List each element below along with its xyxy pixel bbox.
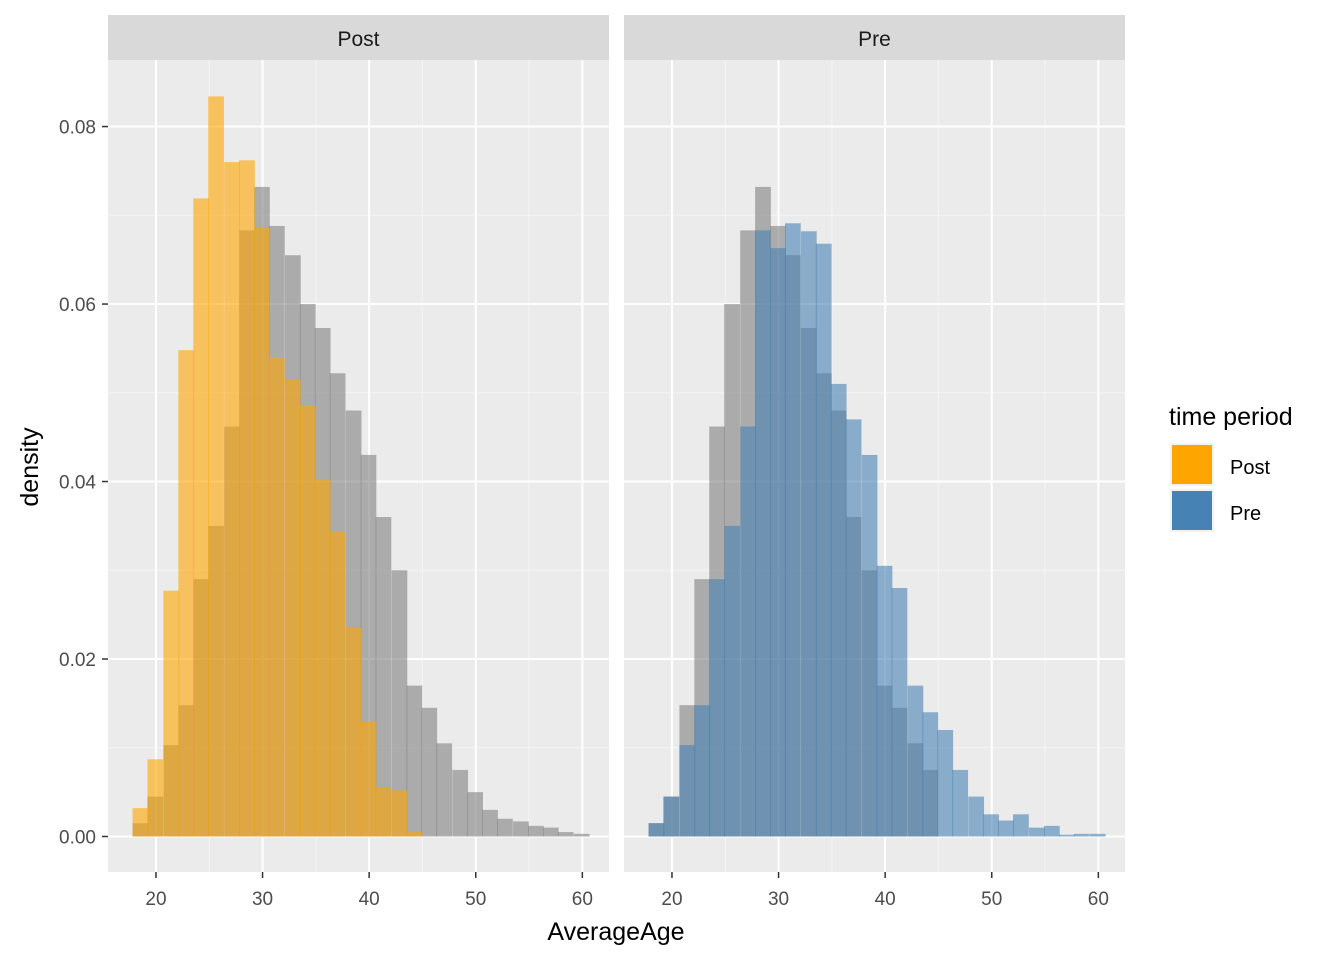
histogram-bar-foreground [968,796,985,837]
panel-pre: Pre 20 30 40 50 60 [624,15,1125,910]
histogram-bar-foreground [147,759,164,837]
legend-label-post: Post [1230,457,1270,479]
x-tick-label: 50 [981,889,1002,910]
y-tick-label: 0.06 [59,295,96,316]
histogram-bar-foreground [193,198,210,837]
histogram-bar-foreground [391,790,408,837]
histogram-bar-background [542,827,559,837]
x-tick-label: 40 [359,889,380,910]
x-tick-label: 60 [1088,889,1109,910]
histogram-bar-foreground [254,227,270,837]
histogram-bar-foreground [724,525,740,837]
histogram-bar-foreground [907,685,924,837]
facet-strip [108,15,609,60]
histogram-bar-foreground [1029,827,1045,837]
facet-strip [624,15,1125,60]
histogram-bar-foreground [1013,814,1029,837]
legend-title: time period [1169,403,1293,431]
histogram-bar-background [406,685,423,837]
histogram-bar-foreground [937,730,954,837]
panel-post: Post 20 30 40 50 60 0.00 0.02 0.04 0.06 0.08 [59,15,609,910]
x-tick-label: 50 [465,889,486,910]
legend-item-pre: Pre [1170,489,1261,532]
histogram-bar-foreground [178,350,195,837]
y-axis-title: density [16,427,44,507]
histogram-bar-foreground [952,769,969,837]
x-tick-label: 30 [252,889,273,910]
histogram-bar-foreground [268,358,285,837]
legend: time period Post Pre [1169,403,1293,532]
histogram-bar-background [497,818,513,837]
histogram-bar-foreground [1089,833,1106,837]
histogram-bar-foreground [1043,825,1060,837]
histogram-bar-foreground [800,231,817,837]
histogram-bar-foreground [299,406,316,837]
histogram-bar-foreground [314,479,331,837]
histogram-bar-background [436,743,453,837]
histogram-bar-background [573,833,590,837]
histogram-bar-foreground [694,705,711,837]
histogram-bar-background [391,570,408,837]
histogram-bar-background [452,769,469,837]
histogram-bar-foreground [861,454,878,837]
x-tick-label: 60 [572,889,593,910]
histogram-bar-foreground [922,712,939,837]
x-tick-label: 30 [768,889,789,910]
histogram-bar-foreground [132,808,149,837]
legend-item-post: Post [1170,443,1270,486]
histogram-bar-foreground [208,96,224,837]
y-tick-label: 0.02 [59,650,96,671]
histogram-bar-foreground [679,745,696,837]
histogram-bar-foreground [755,230,771,837]
histogram-bar-background [467,792,483,837]
histogram-bar-background [375,517,392,837]
x-tick-label: 20 [661,889,682,910]
histogram-bar-foreground [709,579,726,837]
y-tick-label: 0.04 [59,473,96,494]
histogram-bar-background [513,821,529,837]
histogram-bar-background [527,825,544,837]
x-tick-label: 20 [145,889,166,910]
histogram-bar-foreground [345,627,362,837]
histogram-bar-foreground [329,532,346,837]
histogram-bar-foreground [163,590,180,837]
facet-strip-label: Pre [858,28,891,51]
facet-strip-label: Post [337,28,379,51]
histogram-bar-foreground [770,248,786,837]
legend-label-pre: Pre [1230,503,1261,525]
histogram-bar-foreground [830,383,847,837]
histogram-bar-foreground [406,832,423,837]
histogram-bar-foreground [815,243,832,837]
histogram-bar-foreground [360,721,377,837]
histogram-bar-foreground [648,823,665,837]
histogram-bar-background [482,809,498,837]
histogram-bar-foreground [239,160,255,837]
y-tick-label: 0.08 [59,118,96,139]
histogram-bar-foreground [663,796,680,837]
histogram-bar-background [557,832,574,837]
x-tick-label: 40 [875,889,896,910]
histogram-bar-foreground [740,426,756,837]
y-tick-label: 0.00 [59,828,96,849]
histogram-bar-foreground [284,379,301,837]
histogram-bar-foreground [876,565,893,837]
legend-swatch-pre [1172,491,1212,530]
histogram-bar-foreground [375,787,392,837]
histogram-bar-foreground [1073,833,1090,837]
panels-layer: Post 20 30 40 50 60 0.00 0.02 0.04 0.06 0.08 Pre 20 3… [59,15,1125,910]
legend-swatch-post [1172,445,1212,484]
histogram-bar-foreground [784,223,801,837]
histogram-bar-foreground [845,419,862,837]
histogram-bar-foreground [224,162,240,837]
histogram-bar-foreground [983,814,999,837]
histogram-bar-foreground [1058,834,1075,837]
histogram-bar-foreground [998,820,1014,837]
histogram-bar-foreground [891,588,908,837]
histogram-bar-background [421,707,438,837]
x-axis-title: AverageAge [547,918,684,946]
